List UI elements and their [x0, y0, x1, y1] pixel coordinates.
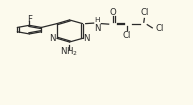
Text: H: H [94, 17, 100, 23]
Text: O: O [110, 8, 116, 17]
Text: Cl: Cl [141, 8, 149, 17]
Text: N: N [49, 34, 56, 43]
Text: Cl: Cl [156, 24, 164, 33]
Text: N: N [94, 24, 100, 33]
Text: F: F [27, 15, 32, 24]
Text: N: N [84, 34, 90, 43]
Text: NH$_2$: NH$_2$ [60, 46, 79, 58]
Text: Cl: Cl [122, 31, 131, 40]
